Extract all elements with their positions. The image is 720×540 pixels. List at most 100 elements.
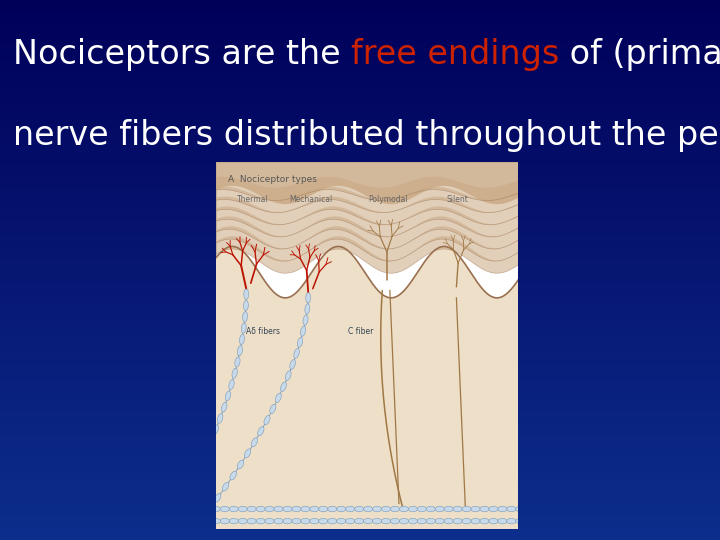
Ellipse shape <box>251 438 258 447</box>
Ellipse shape <box>238 460 244 469</box>
Ellipse shape <box>462 507 471 512</box>
Ellipse shape <box>516 518 525 524</box>
FancyBboxPatch shape <box>216 162 518 529</box>
Ellipse shape <box>202 507 212 512</box>
Ellipse shape <box>303 315 308 325</box>
Ellipse shape <box>203 448 209 457</box>
Ellipse shape <box>507 507 516 512</box>
Text: Polymodal: Polymodal <box>369 195 408 204</box>
Ellipse shape <box>426 518 436 524</box>
Ellipse shape <box>471 518 480 524</box>
Ellipse shape <box>337 518 346 524</box>
Ellipse shape <box>235 357 240 367</box>
Ellipse shape <box>292 518 301 524</box>
Ellipse shape <box>197 459 204 468</box>
Text: C fiber: C fiber <box>348 327 374 336</box>
Ellipse shape <box>301 518 310 524</box>
Ellipse shape <box>372 507 382 512</box>
Ellipse shape <box>229 380 234 389</box>
Text: Thermal: Thermal <box>236 195 268 204</box>
Ellipse shape <box>444 518 453 524</box>
Ellipse shape <box>238 346 243 356</box>
Ellipse shape <box>480 518 489 524</box>
Ellipse shape <box>319 518 328 524</box>
Ellipse shape <box>217 414 223 423</box>
Ellipse shape <box>258 427 264 436</box>
Ellipse shape <box>310 507 319 512</box>
Ellipse shape <box>453 507 462 512</box>
Ellipse shape <box>471 507 480 512</box>
Ellipse shape <box>382 518 390 524</box>
Ellipse shape <box>498 518 507 524</box>
Ellipse shape <box>229 518 238 524</box>
Text: Mechanical: Mechanical <box>289 195 333 204</box>
Text: Silent: Silent <box>447 195 469 204</box>
Ellipse shape <box>240 334 245 345</box>
Ellipse shape <box>382 507 390 512</box>
Ellipse shape <box>206 505 213 513</box>
Ellipse shape <box>220 507 230 512</box>
Ellipse shape <box>300 326 306 336</box>
Ellipse shape <box>243 300 248 310</box>
Ellipse shape <box>220 518 230 524</box>
Ellipse shape <box>489 518 498 524</box>
Ellipse shape <box>244 449 251 458</box>
Ellipse shape <box>297 338 302 347</box>
Ellipse shape <box>498 507 507 512</box>
Text: of (primary afferent): of (primary afferent) <box>559 38 720 71</box>
Ellipse shape <box>444 507 453 512</box>
Ellipse shape <box>310 518 319 524</box>
Ellipse shape <box>222 482 229 491</box>
Ellipse shape <box>364 518 373 524</box>
Ellipse shape <box>265 518 274 524</box>
Ellipse shape <box>306 293 310 303</box>
Ellipse shape <box>275 393 282 402</box>
Ellipse shape <box>179 493 186 502</box>
Ellipse shape <box>453 518 462 524</box>
Ellipse shape <box>507 518 516 524</box>
Ellipse shape <box>408 507 418 512</box>
Ellipse shape <box>225 391 230 401</box>
Ellipse shape <box>265 507 274 512</box>
Ellipse shape <box>418 507 426 512</box>
Ellipse shape <box>408 518 418 524</box>
Ellipse shape <box>294 348 300 359</box>
Ellipse shape <box>212 518 220 524</box>
Text: Nociceptors are the: Nociceptors are the <box>13 38 351 71</box>
Ellipse shape <box>390 518 400 524</box>
Ellipse shape <box>364 507 373 512</box>
Ellipse shape <box>400 507 408 512</box>
Ellipse shape <box>283 518 292 524</box>
Ellipse shape <box>346 518 355 524</box>
Ellipse shape <box>274 507 283 512</box>
Ellipse shape <box>372 518 382 524</box>
Ellipse shape <box>208 436 214 446</box>
Ellipse shape <box>247 507 256 512</box>
Ellipse shape <box>418 518 426 524</box>
Ellipse shape <box>230 471 236 480</box>
Ellipse shape <box>285 371 291 380</box>
Ellipse shape <box>480 507 489 512</box>
Ellipse shape <box>319 507 328 512</box>
Ellipse shape <box>435 518 444 524</box>
Text: A  Nociceptor types: A Nociceptor types <box>228 175 317 184</box>
Text: nerve fibers distributed throughout the periphery.: nerve fibers distributed throughout the … <box>13 119 720 152</box>
Ellipse shape <box>238 518 247 524</box>
Ellipse shape <box>301 507 310 512</box>
Ellipse shape <box>264 415 270 424</box>
Ellipse shape <box>328 507 337 512</box>
Ellipse shape <box>232 368 238 378</box>
Ellipse shape <box>243 312 248 322</box>
Ellipse shape <box>202 518 212 524</box>
Ellipse shape <box>229 507 238 512</box>
Ellipse shape <box>213 425 218 435</box>
Text: Aδ fibers: Aδ fibers <box>246 327 280 336</box>
Ellipse shape <box>270 404 276 414</box>
Ellipse shape <box>328 518 337 524</box>
Ellipse shape <box>241 323 246 333</box>
Ellipse shape <box>435 507 444 512</box>
Ellipse shape <box>400 518 408 524</box>
Ellipse shape <box>462 518 471 524</box>
Ellipse shape <box>238 507 247 512</box>
Ellipse shape <box>215 494 221 502</box>
